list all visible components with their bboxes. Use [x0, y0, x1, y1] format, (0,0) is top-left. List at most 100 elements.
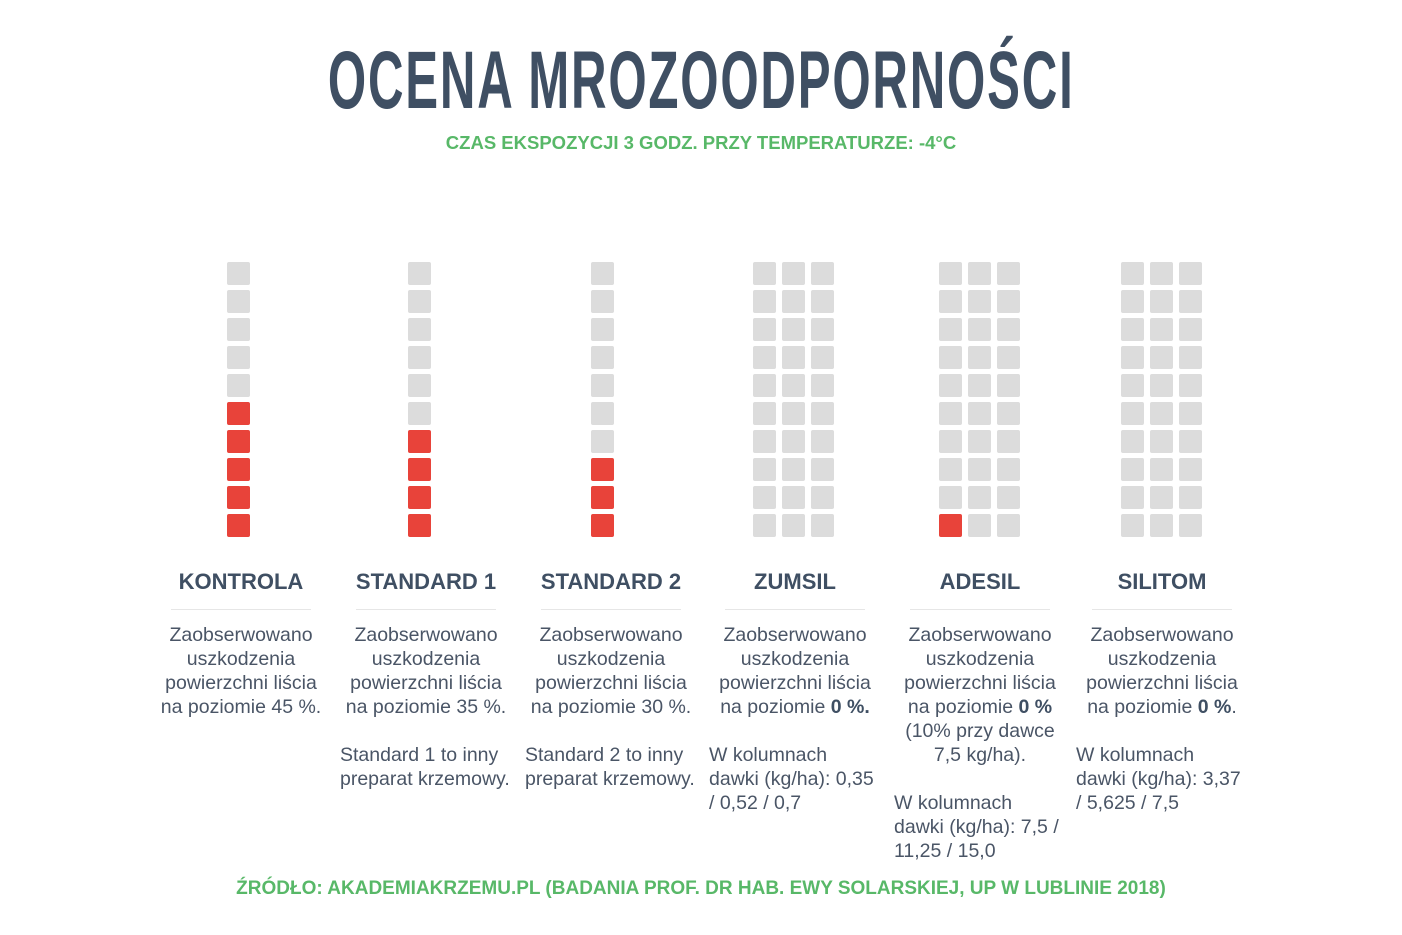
divider: [356, 609, 496, 610]
divider: [541, 609, 681, 610]
panel-standard-1: STANDARD 1 Zaobserwowano uszkodzenia pow…: [340, 566, 512, 791]
undamaged-square: [408, 290, 431, 313]
divider: [725, 609, 865, 610]
panel-adesil: ADESIL Zaobserwowano uszkodzenia powierz…: [894, 566, 1066, 863]
undamaged-square: [1179, 514, 1202, 537]
panel-description: Zaobserwowano uszkodzenia powierzchni li…: [345, 624, 507, 718]
undamaged-square: [1150, 290, 1173, 313]
undamaged-square: [968, 486, 991, 509]
undamaged-square: [1121, 458, 1144, 481]
undamaged-square: [997, 346, 1020, 369]
undamaged-square: [753, 346, 776, 369]
undamaged-square: [811, 402, 834, 425]
undamaged-square: [227, 262, 250, 285]
undamaged-square: [997, 458, 1020, 481]
undamaged-square: [968, 346, 991, 369]
undamaged-square: [811, 486, 834, 509]
damaged-square: [227, 486, 250, 509]
undamaged-square: [811, 262, 834, 285]
undamaged-square: [782, 346, 805, 369]
undamaged-square: [997, 262, 1020, 285]
undamaged-square: [1121, 514, 1144, 537]
undamaged-square: [782, 430, 805, 453]
panel-title: STANDARD 1: [355, 569, 497, 594]
undamaged-square: [1179, 402, 1202, 425]
damaged-square: [408, 514, 431, 537]
panel-note: W kolumnach dawki (kg/ha): 0,35 / 0,52 /…: [709, 744, 874, 814]
undamaged-square: [1179, 458, 1202, 481]
undamaged-square: [811, 346, 834, 369]
undamaged-square: [591, 290, 614, 313]
source-note: ŹRÓDŁO: AKADEMIAKRZEMU.PL (BADANIA PROF.…: [236, 878, 1166, 899]
undamaged-square: [997, 290, 1020, 313]
undamaged-square: [591, 430, 614, 453]
undamaged-square: [782, 402, 805, 425]
undamaged-square: [408, 262, 431, 285]
undamaged-square: [408, 374, 431, 397]
undamaged-square: [1150, 458, 1173, 481]
undamaged-square: [1179, 290, 1202, 313]
chart-title: OCENA MROZOODPORNOŚCI: [0, 40, 1402, 122]
undamaged-square: [811, 318, 834, 341]
undamaged-square: [1121, 402, 1144, 425]
undamaged-square: [753, 430, 776, 453]
undamaged-square: [1121, 318, 1144, 341]
damaged-square: [939, 514, 962, 537]
panel-description: Zaobserwowano uszkodzenia powierzchni li…: [530, 624, 692, 718]
undamaged-square: [753, 262, 776, 285]
undamaged-square: [1150, 374, 1173, 397]
undamaged-square: [1179, 486, 1202, 509]
damaged-square: [591, 486, 614, 509]
undamaged-square: [1179, 374, 1202, 397]
panel-description: Zaobserwowano uszkodzenia powierzchni li…: [160, 624, 322, 718]
panel-title: KONTROLA: [178, 569, 304, 594]
undamaged-square: [939, 318, 962, 341]
damaged-square: [227, 430, 250, 453]
undamaged-square: [968, 262, 991, 285]
undamaged-square: [811, 430, 834, 453]
undamaged-square: [782, 514, 805, 537]
undamaged-square: [1150, 318, 1173, 341]
undamaged-square: [1179, 262, 1202, 285]
panel-note: Standard 2 to inny preparat krzemowy.: [525, 744, 695, 790]
undamaged-square: [1150, 430, 1173, 453]
damaged-square: [408, 458, 431, 481]
panel-zumsil: ZUMSIL Zaobserwowano uszkodzenia powierz…: [709, 566, 881, 815]
undamaged-square: [968, 402, 991, 425]
undamaged-square: [1179, 346, 1202, 369]
panel-note: W kolumnach dawki (kg/ha): 3,37 / 5,625 …: [1076, 744, 1241, 814]
divider: [1092, 609, 1232, 610]
panel-silitom: SILITOM Zaobserwowano uszkodzenia powier…: [1076, 566, 1248, 815]
undamaged-square: [968, 374, 991, 397]
undamaged-square: [408, 402, 431, 425]
panel-description: Zaobserwowano uszkodzenia powierzchni li…: [719, 624, 871, 718]
damaged-square: [227, 458, 250, 481]
undamaged-square: [811, 514, 834, 537]
undamaged-square: [227, 374, 250, 397]
undamaged-square: [1150, 346, 1173, 369]
damaged-square: [227, 514, 250, 537]
divider: [171, 609, 311, 610]
undamaged-square: [997, 374, 1020, 397]
undamaged-square: [811, 458, 834, 481]
undamaged-square: [782, 486, 805, 509]
undamaged-square: [1121, 374, 1144, 397]
undamaged-square: [939, 430, 962, 453]
undamaged-square: [939, 374, 962, 397]
undamaged-square: [753, 514, 776, 537]
undamaged-square: [1150, 402, 1173, 425]
undamaged-square: [939, 458, 962, 481]
undamaged-square: [782, 374, 805, 397]
undamaged-square: [591, 374, 614, 397]
undamaged-square: [1150, 514, 1173, 537]
undamaged-square: [939, 402, 962, 425]
panel-note: Standard 1 to inny preparat krzemowy.: [340, 744, 510, 790]
undamaged-square: [1121, 430, 1144, 453]
undamaged-square: [997, 430, 1020, 453]
undamaged-square: [939, 262, 962, 285]
panel-description: Zaobserwowano uszkodzenia powierzchni li…: [904, 624, 1056, 766]
panel-standard-2: STANDARD 2 Zaobserwowano uszkodzenia pow…: [525, 566, 697, 791]
undamaged-square: [753, 402, 776, 425]
undamaged-square: [1150, 486, 1173, 509]
undamaged-square: [782, 290, 805, 313]
